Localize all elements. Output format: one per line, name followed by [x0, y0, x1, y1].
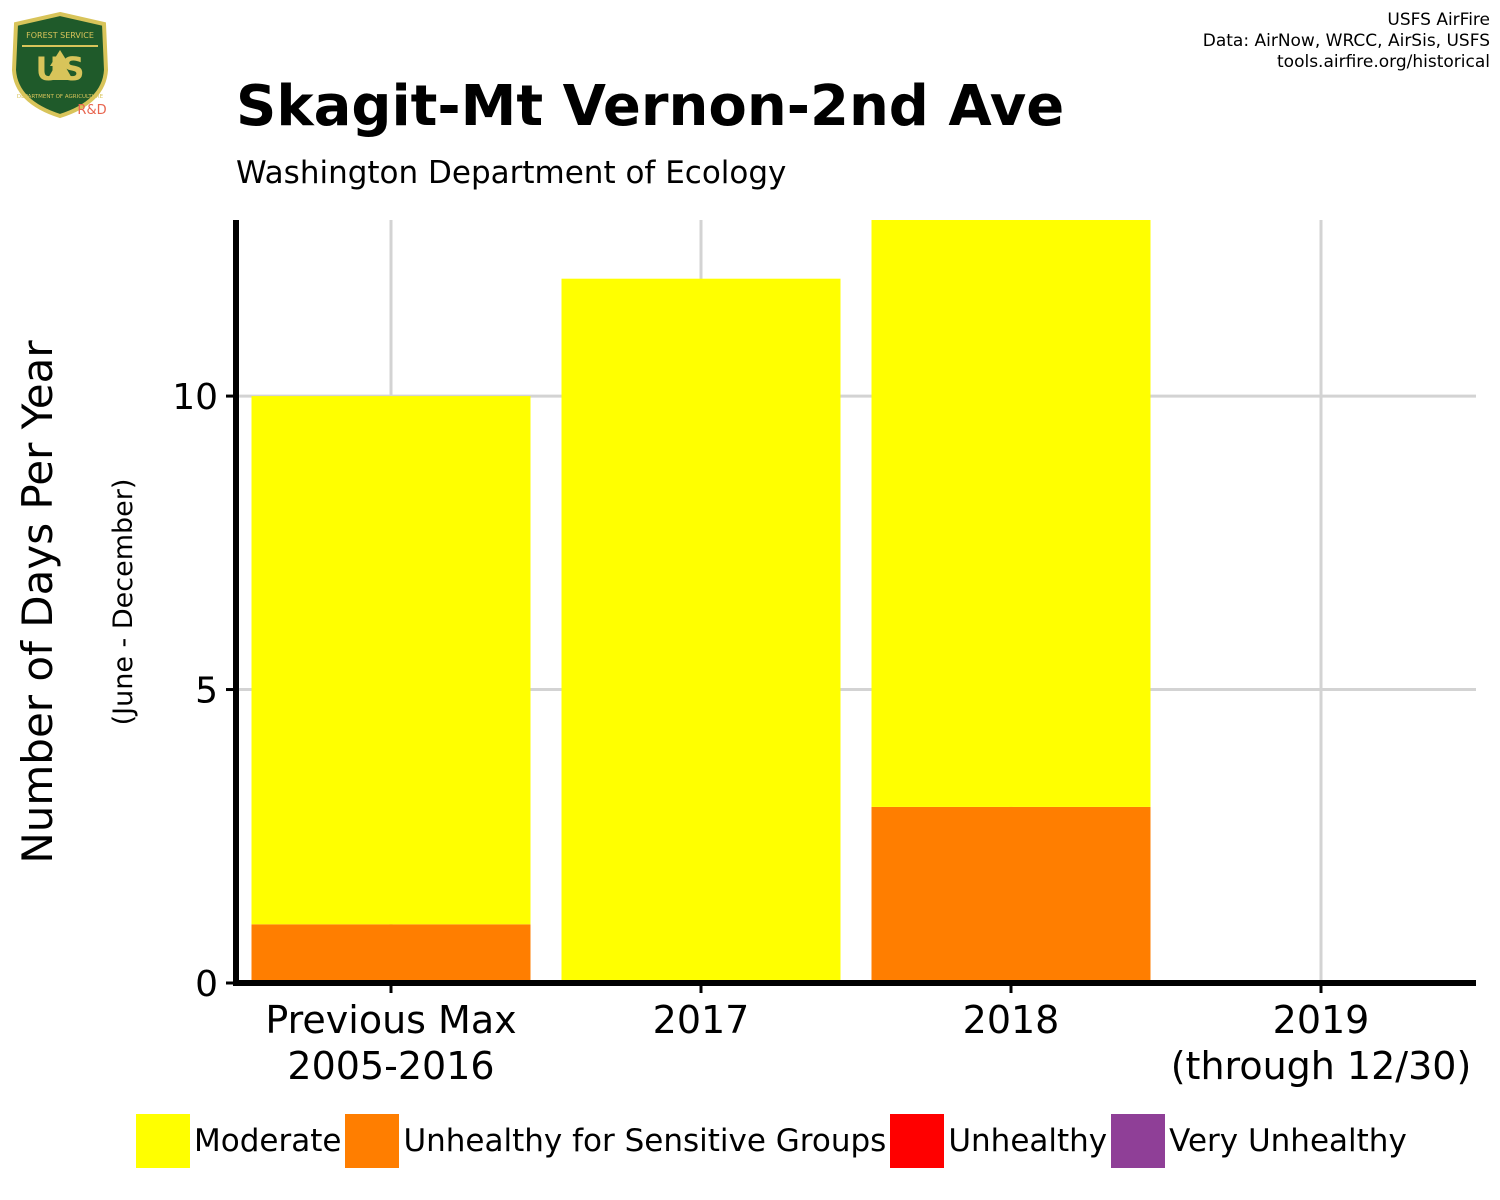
bar-segment [251, 924, 531, 983]
x-tick-label: 2005-2016 [287, 1044, 494, 1088]
legend-label: Unhealthy [948, 1123, 1108, 1159]
usfs-logo: FOREST SERVICE US DEPARTMENT OF AGRICULT… [11, 11, 109, 119]
y-tick-label: 5 [195, 671, 218, 712]
legend-label: Moderate [194, 1123, 342, 1159]
logo-bottom-text: DEPARTMENT OF AGRICULTURE [17, 94, 104, 100]
x-tick-label: (through 12/30) [1171, 1044, 1472, 1088]
y-tick-label: 10 [172, 377, 218, 418]
credits: USFS AirFire Data: AirNow, WRCC, AirSis,… [1203, 10, 1490, 73]
legend-item: Unhealthy [890, 1114, 1107, 1168]
legend-item: Moderate [136, 1114, 341, 1168]
y-axis-sublabel: (June - December) [108, 479, 139, 726]
chart-subtitle: Washington Department of Ecology [236, 155, 787, 191]
bar-segment [871, 220, 1151, 807]
bar-segment [871, 806, 1151, 983]
credit-line: tools.airfire.org/historical [1277, 52, 1490, 72]
credit-line: USFS AirFire [1387, 10, 1490, 30]
legend: Moderate Unhealthy for Sensitive Groups Un… [136, 1113, 1411, 1169]
legend-label: Unhealthy for Sensitive Groups [403, 1123, 887, 1159]
y-tick-label: 0 [195, 964, 218, 1005]
legend-swatch [345, 1114, 400, 1168]
x-tick-label: 2018 [963, 998, 1060, 1042]
bar-segment [561, 278, 841, 983]
logo-tag-text: R&D [77, 103, 106, 118]
x-tick-label: 2019 [1273, 998, 1370, 1042]
legend-swatch [1111, 1114, 1166, 1168]
legend-swatch [890, 1114, 945, 1168]
x-tick-label: 2017 [653, 998, 750, 1042]
legend-item: Very Unhealthy [1111, 1114, 1407, 1168]
legend-label: Very Unhealthy [1169, 1123, 1407, 1159]
legend-swatch [136, 1114, 190, 1168]
chart-title: Skagit-Mt Vernon-2nd Ave [236, 74, 1065, 139]
bar-segment [251, 396, 531, 925]
x-tick-label: Previous Max [265, 998, 516, 1042]
credit-line: Data: AirNow, WRCC, AirSis, USFS [1202, 31, 1490, 51]
y-axis-label: Number of Days Per Year [13, 340, 62, 864]
tree-icon [47, 50, 73, 80]
logo-top-text: FOREST SERVICE [26, 31, 94, 40]
legend-item: Unhealthy for Sensitive Groups [345, 1114, 886, 1168]
